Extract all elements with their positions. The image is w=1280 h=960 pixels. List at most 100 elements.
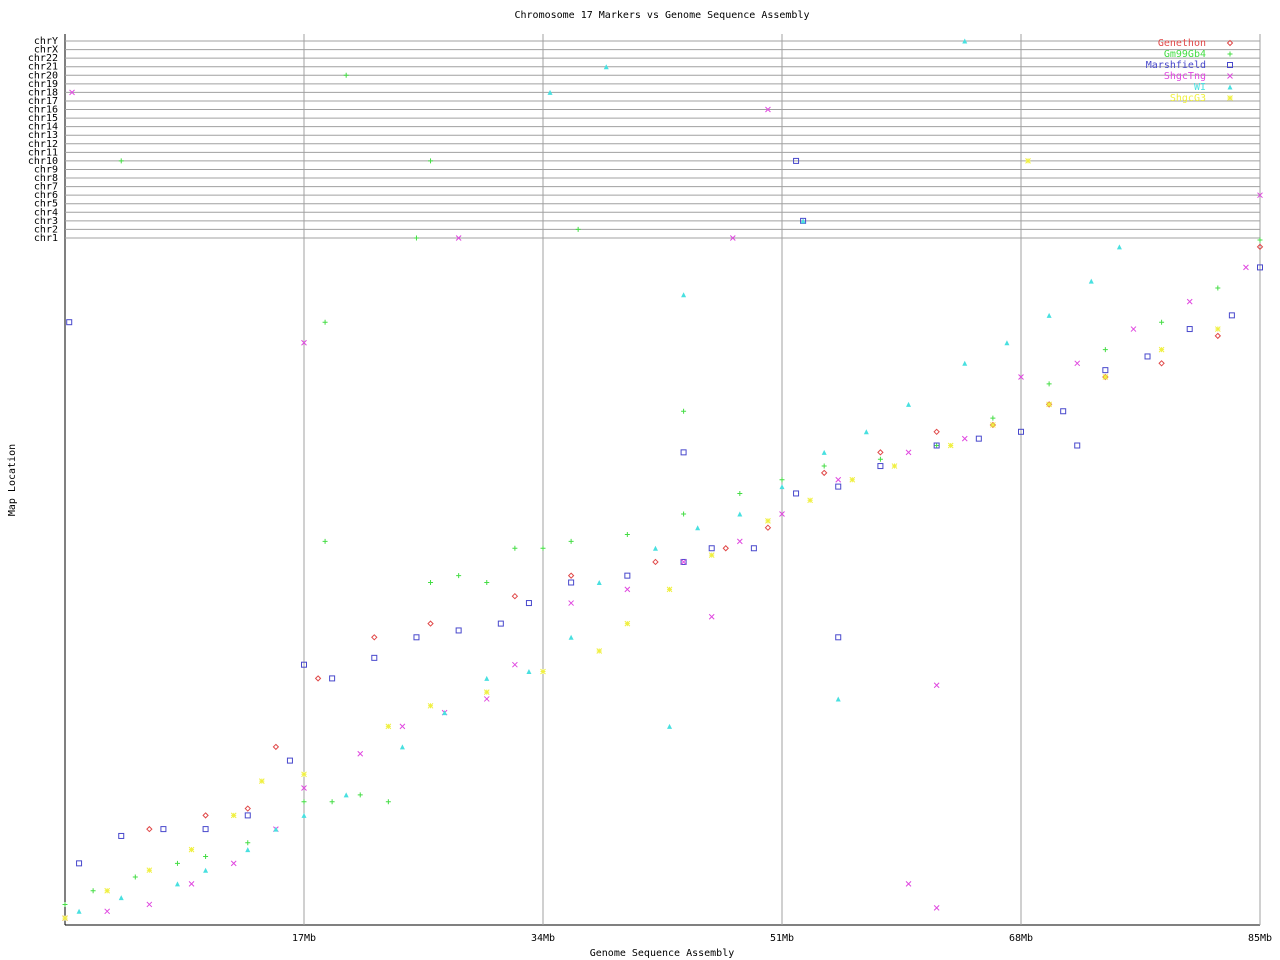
chrom-label: chr22 bbox=[28, 53, 58, 64]
point bbox=[540, 545, 546, 551]
point bbox=[413, 235, 419, 241]
point bbox=[1186, 298, 1193, 305]
point bbox=[1256, 243, 1264, 251]
point bbox=[568, 538, 574, 544]
point bbox=[343, 72, 349, 78]
x-tick-label: 34Mb bbox=[531, 933, 555, 944]
chrom-label: chr4 bbox=[34, 207, 58, 218]
point bbox=[1257, 192, 1263, 199]
point bbox=[1116, 244, 1122, 250]
point bbox=[547, 89, 553, 95]
point bbox=[934, 443, 940, 448]
point bbox=[652, 545, 658, 551]
point bbox=[203, 867, 209, 873]
legend-marker bbox=[1227, 62, 1233, 68]
point bbox=[975, 435, 982, 442]
point bbox=[399, 744, 405, 750]
point bbox=[849, 476, 856, 483]
legend-label: ShgcTng bbox=[1164, 71, 1206, 82]
point bbox=[681, 511, 687, 517]
point bbox=[905, 449, 912, 456]
chrom-label: chr10 bbox=[28, 156, 58, 167]
chrom-label: chrY bbox=[34, 36, 58, 47]
point bbox=[174, 881, 180, 887]
point bbox=[575, 226, 581, 232]
chrom-label: chr15 bbox=[28, 113, 58, 124]
point bbox=[933, 428, 940, 436]
point bbox=[286, 757, 293, 764]
point bbox=[90, 888, 96, 894]
point bbox=[990, 415, 996, 421]
point bbox=[357, 750, 364, 757]
point bbox=[1130, 326, 1137, 332]
point bbox=[835, 696, 841, 702]
point bbox=[933, 905, 940, 911]
point bbox=[62, 915, 68, 922]
point bbox=[652, 558, 659, 566]
point bbox=[680, 559, 687, 565]
point bbox=[483, 689, 490, 695]
point bbox=[104, 887, 111, 894]
point bbox=[118, 158, 124, 164]
point bbox=[76, 860, 83, 867]
x-tick-label: 85Mb bbox=[1248, 933, 1272, 944]
point bbox=[835, 476, 842, 483]
legend-marker bbox=[1226, 39, 1234, 47]
legend-marker bbox=[1227, 73, 1233, 79]
point bbox=[680, 558, 687, 565]
point bbox=[962, 360, 968, 366]
point bbox=[1025, 158, 1031, 164]
point bbox=[906, 401, 912, 407]
point bbox=[146, 901, 153, 908]
point bbox=[737, 490, 743, 496]
point bbox=[385, 723, 392, 730]
point bbox=[104, 908, 111, 915]
point bbox=[1018, 374, 1024, 380]
point bbox=[877, 449, 884, 456]
point bbox=[525, 600, 532, 607]
point bbox=[905, 881, 912, 887]
point bbox=[667, 723, 673, 729]
point bbox=[821, 449, 827, 455]
point bbox=[511, 592, 519, 600]
point bbox=[750, 545, 757, 552]
point bbox=[1018, 428, 1024, 435]
point bbox=[69, 89, 75, 96]
point bbox=[512, 545, 518, 551]
y-axis-label: Map Location bbox=[7, 444, 18, 516]
point bbox=[695, 525, 701, 531]
chrom-label: chr8 bbox=[34, 173, 58, 184]
point bbox=[877, 456, 883, 462]
point bbox=[188, 881, 195, 887]
legend-label: WI bbox=[1194, 82, 1206, 93]
chrom-label: chr1 bbox=[34, 233, 58, 244]
point bbox=[1158, 346, 1165, 353]
point bbox=[765, 517, 771, 524]
point bbox=[568, 634, 574, 640]
chrom-label: chr11 bbox=[28, 147, 58, 158]
point bbox=[1060, 408, 1067, 415]
point bbox=[1243, 264, 1249, 271]
chrom-label: chr14 bbox=[28, 122, 58, 133]
point bbox=[540, 668, 546, 675]
point bbox=[258, 778, 265, 785]
point bbox=[301, 785, 307, 791]
point bbox=[497, 620, 504, 627]
point bbox=[800, 218, 806, 224]
point bbox=[933, 682, 940, 689]
point bbox=[456, 573, 462, 579]
point bbox=[1159, 319, 1165, 325]
point bbox=[371, 654, 378, 661]
point bbox=[568, 600, 574, 606]
point bbox=[1228, 312, 1235, 319]
point bbox=[427, 702, 434, 709]
point bbox=[202, 812, 209, 819]
point bbox=[779, 484, 785, 490]
legend-label: Marshfield bbox=[1146, 60, 1206, 71]
point bbox=[863, 429, 869, 435]
point bbox=[1004, 340, 1010, 346]
chrom-label: chr21 bbox=[28, 62, 58, 73]
point bbox=[245, 847, 251, 853]
point bbox=[301, 339, 307, 346]
point bbox=[512, 661, 518, 668]
